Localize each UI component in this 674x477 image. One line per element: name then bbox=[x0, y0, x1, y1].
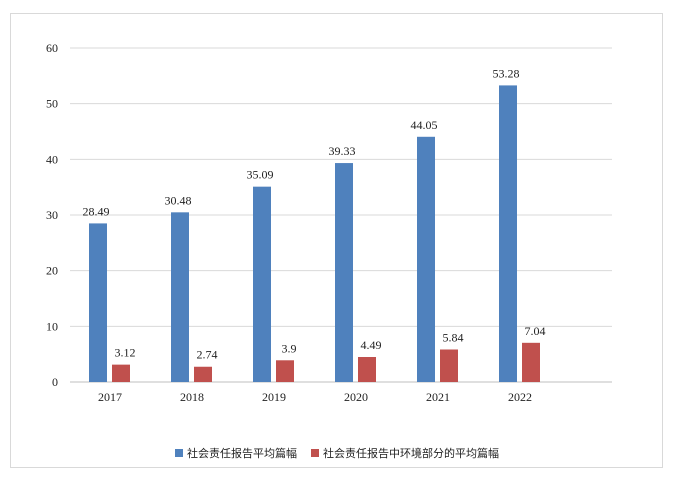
legend-label-series-2: 社会责任报告中环境部分的平均篇幅 bbox=[323, 447, 499, 460]
data-label-series-1-2017: 28.49 bbox=[83, 204, 110, 218]
y-tick-label: 40 bbox=[46, 152, 58, 166]
bar-series-2-2020 bbox=[358, 357, 376, 382]
legend-swatch-series-1 bbox=[175, 449, 183, 457]
data-label-series-2-2021: 5.84 bbox=[443, 330, 464, 344]
bar-series-1-2022 bbox=[499, 85, 517, 383]
x-tick-label: 2020 bbox=[344, 390, 368, 404]
bar-series-1-2020 bbox=[335, 163, 353, 382]
bar-series-1-2019 bbox=[253, 186, 271, 382]
data-label-series-1-2020: 39.33 bbox=[329, 144, 356, 158]
legend-item-series-2: 社会责任报告中环境部分的平均篇幅 bbox=[311, 445, 499, 461]
y-tick-label: 60 bbox=[46, 41, 58, 55]
bars bbox=[89, 85, 540, 383]
legend-label-series-1: 社会责任报告平均篇幅 bbox=[187, 447, 297, 460]
data-label-series-1-2019: 35.09 bbox=[247, 168, 274, 182]
bar-series-2-2022 bbox=[522, 342, 540, 382]
y-axis-ticks: 0 10 20 30 40 50 60 bbox=[46, 41, 58, 389]
data-labels: 28.49 3.12 30.48 2.74 35.09 3.9 39.33 4.49 44.05… bbox=[83, 66, 546, 361]
data-label-series-2-2020: 4.49 bbox=[361, 338, 382, 352]
bar-series-2-2019 bbox=[276, 360, 294, 382]
legend: 社会责任报告平均篇幅 社会责任报告中环境部分的平均篇幅 bbox=[0, 443, 674, 463]
x-tick-label: 2021 bbox=[426, 390, 450, 404]
gridlines bbox=[70, 47, 612, 383]
bar-series-1-2021 bbox=[417, 136, 435, 382]
bar-series-1-2018 bbox=[171, 212, 189, 382]
x-axis-ticks: 2017 2018 2019 2020 2021 2022 bbox=[98, 390, 532, 404]
bar-series-2-2021 bbox=[440, 349, 458, 382]
x-tick-label: 2017 bbox=[98, 390, 122, 404]
bar-series-2-2017 bbox=[112, 364, 130, 382]
data-label-series-1-2022: 53.28 bbox=[493, 66, 520, 80]
legend-item-series-1: 社会责任报告平均篇幅 bbox=[175, 445, 297, 461]
x-tick-label: 2019 bbox=[262, 390, 286, 404]
y-tick-label: 0 bbox=[52, 375, 58, 389]
legend-swatch-series-2 bbox=[311, 449, 319, 457]
x-tick-label: 2022 bbox=[508, 390, 532, 404]
y-tick-label: 30 bbox=[46, 208, 58, 222]
bar-series-1-2017 bbox=[89, 223, 107, 382]
data-label-series-2-2022: 7.04 bbox=[525, 324, 546, 338]
y-tick-label: 50 bbox=[46, 97, 58, 111]
data-label-series-1-2018: 30.48 bbox=[165, 193, 192, 207]
data-label-series-2-2018: 2.74 bbox=[197, 348, 218, 362]
x-tick-label: 2018 bbox=[180, 390, 204, 404]
data-label-series-2-2017: 3.12 bbox=[115, 346, 136, 360]
data-label-series-1-2021: 44.05 bbox=[411, 118, 438, 132]
data-label-series-2-2019: 3.9 bbox=[282, 341, 297, 355]
y-tick-label: 20 bbox=[46, 264, 58, 278]
y-tick-label: 10 bbox=[46, 319, 58, 333]
bar-series-2-2018 bbox=[194, 366, 212, 382]
